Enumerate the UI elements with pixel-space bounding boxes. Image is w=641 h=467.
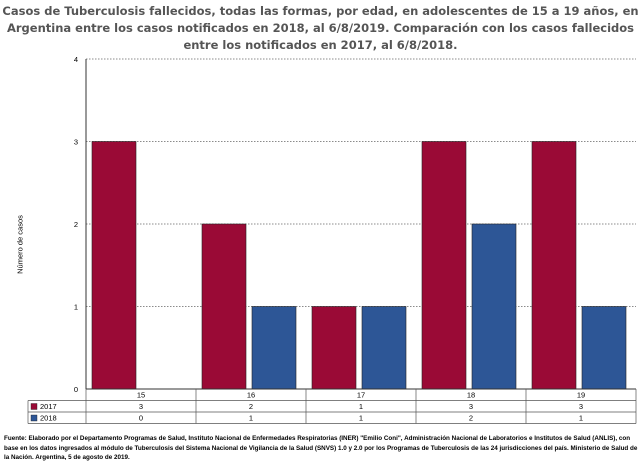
- x-tick-label: 18: [467, 391, 475, 400]
- chart-title-line-2: Argentina entre los casos notificados en…: [6, 21, 635, 35]
- source-note: Fuente: Elaborado por el Departamento Pr…: [4, 435, 638, 461]
- chart-title: Casos de Tuberculosis fallecidos, todas …: [0, 3, 641, 54]
- bar-2018-18: [471, 223, 517, 390]
- y-tick-label: 0: [74, 385, 78, 394]
- bar-2018-17: [361, 306, 407, 390]
- x-tick-label: 15: [137, 391, 145, 400]
- data-table-cell: 3: [579, 402, 583, 411]
- x-tick-label: 17: [357, 391, 365, 400]
- chart-title-line-1: Casos de Tuberculosis fallecidos, todas …: [2, 4, 639, 18]
- data-table-cell: 3: [139, 402, 143, 411]
- data-table-cell: 2: [249, 402, 253, 411]
- data-table-cell: 1: [579, 414, 583, 423]
- legend-label-2018: 2018: [40, 414, 57, 423]
- x-tick-label: 16: [247, 391, 255, 400]
- chart-title-line-3: entre los notificados en 2017, al 6/8/20…: [183, 38, 458, 52]
- legend-label-2017: 2017: [40, 402, 57, 411]
- y-tick-label: 4: [74, 55, 78, 64]
- bar-2017-18: [421, 141, 467, 390]
- data-table-cell: 3: [469, 402, 473, 411]
- y-tick-label: 2: [74, 220, 78, 229]
- data-table-cell: 2: [469, 414, 473, 423]
- bar-2017-16: [201, 223, 247, 390]
- bar-2017-17: [311, 306, 357, 390]
- legend-swatch-2018: [30, 414, 38, 422]
- data-table-cell: 1: [249, 414, 253, 423]
- bar-2018-16: [251, 306, 297, 390]
- data-table-cell: 1: [359, 414, 363, 423]
- legend-swatch-2017: [30, 403, 38, 410]
- data-table-cell: 0: [139, 414, 143, 423]
- x-tick-label: 19: [577, 391, 585, 400]
- bar-2017-19: [531, 141, 577, 390]
- data-table-cell: 1: [359, 402, 363, 411]
- bar-2017-15: [91, 141, 137, 390]
- bar-2018-19: [581, 306, 627, 390]
- y-tick-label: 1: [74, 303, 78, 312]
- y-tick-label: 3: [74, 138, 78, 147]
